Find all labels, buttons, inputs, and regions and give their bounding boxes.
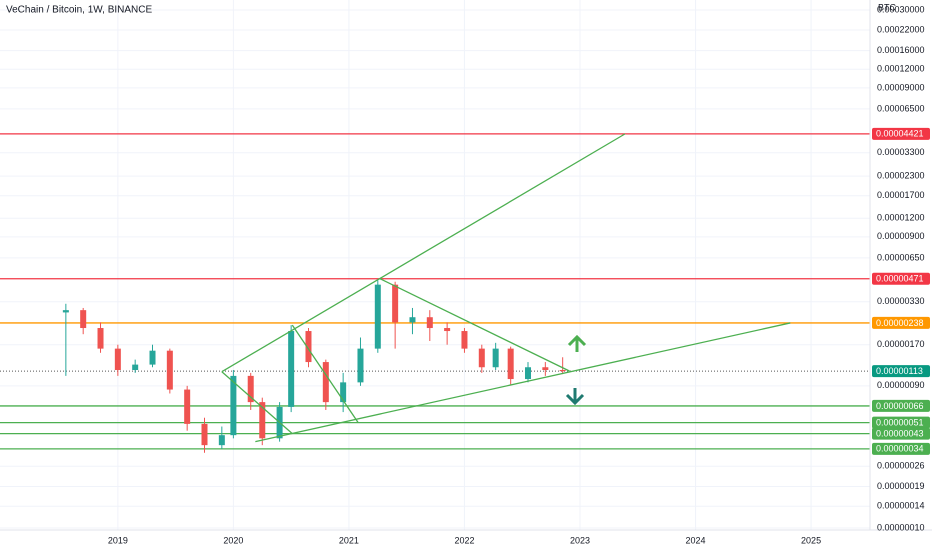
y-tick-label: 0.00000014 bbox=[877, 501, 925, 511]
candle-body bbox=[247, 375, 254, 403]
candle-body bbox=[201, 423, 208, 446]
up-arrow bbox=[567, 334, 587, 352]
levels-layer bbox=[0, 133, 870, 450]
candle-body bbox=[132, 364, 139, 370]
level-label: 0.00000066 bbox=[876, 401, 924, 411]
y-tick-label: 0.00012000 bbox=[877, 64, 925, 74]
x-tick-label: 2020 bbox=[223, 535, 243, 545]
y-tick-label: 0.00000019 bbox=[877, 481, 925, 491]
level-label-bg bbox=[872, 399, 930, 412]
chart-title: VeChain / Bitcoin, 1W, BINANCE bbox=[6, 5, 153, 16]
y-tick-label: 0.00016000 bbox=[877, 45, 925, 55]
x-tick-label: 2021 bbox=[339, 535, 359, 545]
candle-body bbox=[184, 389, 191, 424]
candle-body bbox=[426, 317, 433, 329]
level-label: 0.00004421 bbox=[876, 129, 924, 139]
x-tick-label: 2022 bbox=[454, 535, 474, 545]
down-arrow bbox=[565, 388, 585, 406]
trendline bbox=[221, 133, 626, 373]
up-arrow-path bbox=[567, 334, 587, 352]
candle-body bbox=[166, 350, 173, 390]
x-tick-label: 2024 bbox=[686, 535, 706, 545]
y-axis-label: BTC bbox=[878, 2, 897, 12]
candle-body bbox=[559, 369, 566, 372]
candle-body bbox=[542, 367, 549, 370]
y-tick-label: 0.00000090 bbox=[877, 380, 925, 390]
trendline bbox=[379, 278, 570, 372]
level-label-bg bbox=[872, 442, 930, 455]
candle-body bbox=[149, 350, 156, 365]
candle-body bbox=[478, 348, 485, 368]
y-tick-label: 0.00000330 bbox=[877, 296, 925, 306]
candle-body bbox=[230, 375, 237, 436]
y-tick-label: 0.00006500 bbox=[877, 103, 925, 113]
level-label-bg bbox=[872, 272, 930, 285]
candle-body bbox=[507, 348, 514, 380]
candle-body bbox=[114, 348, 121, 370]
x-tick-label: 2019 bbox=[108, 535, 128, 545]
y-tick-label: 0.00001200 bbox=[877, 213, 925, 223]
candle-body bbox=[492, 348, 499, 368]
candle-body bbox=[259, 402, 266, 439]
y-tick-label: 0.00002300 bbox=[877, 171, 925, 181]
y-tick-label: 0.00000170 bbox=[877, 339, 925, 349]
y-tick-label: 0.00022000 bbox=[877, 24, 925, 34]
candle-body bbox=[80, 310, 87, 329]
candle-body bbox=[340, 382, 347, 403]
y-tick-label: 0.00003300 bbox=[877, 147, 925, 157]
trendline bbox=[255, 322, 791, 443]
y-tick-label: 0.00000026 bbox=[877, 461, 925, 471]
y-tick-label: 0.00000010 bbox=[877, 522, 925, 532]
candle-body bbox=[525, 367, 532, 380]
candle-body bbox=[392, 284, 399, 323]
candle-body bbox=[409, 317, 416, 323]
trendline bbox=[291, 324, 359, 423]
level-label-bg bbox=[872, 316, 930, 329]
candle-body bbox=[461, 331, 468, 349]
grid-layer bbox=[0, 0, 870, 530]
y-tick-label: 0.00001700 bbox=[877, 190, 925, 200]
x-tick-label: 2025 bbox=[801, 535, 821, 545]
y-tick-label: 0.00009000 bbox=[877, 82, 925, 92]
candle-body bbox=[322, 362, 329, 403]
candle-body bbox=[218, 435, 225, 446]
y-tick-label: 0.00000650 bbox=[877, 252, 925, 262]
level-label-bg bbox=[872, 127, 930, 140]
level-label: 0.00000034 bbox=[876, 444, 924, 454]
y-tick-label: 0.00000900 bbox=[877, 231, 925, 241]
candle-body bbox=[444, 328, 451, 332]
level-label: 0.00000471 bbox=[876, 274, 924, 284]
candle-body bbox=[357, 348, 364, 383]
level-label-bg bbox=[872, 365, 930, 378]
candle-body bbox=[62, 310, 69, 313]
trendline-layer bbox=[221, 133, 791, 443]
trendline bbox=[221, 371, 293, 435]
level-label: 0.00000113 bbox=[876, 366, 923, 376]
level-label: 0.00000051 bbox=[876, 417, 924, 427]
down-arrow-path bbox=[565, 388, 585, 406]
x-tick-label: 2023 bbox=[570, 535, 590, 545]
level-label: 0.00000043 bbox=[876, 429, 924, 439]
candle-body bbox=[288, 331, 295, 407]
candle-body bbox=[305, 331, 312, 363]
y-tick-label: 0.00030000 bbox=[877, 4, 925, 14]
level-label-bg bbox=[872, 427, 930, 440]
candle-body bbox=[374, 284, 381, 349]
level-label-bg bbox=[872, 416, 930, 429]
axes-layer: 0.00030000 0.00022000 0.00016000 0.00012000… bbox=[108, 4, 930, 545]
candle-body bbox=[97, 328, 104, 349]
level-label: 0.00000238 bbox=[876, 318, 924, 328]
